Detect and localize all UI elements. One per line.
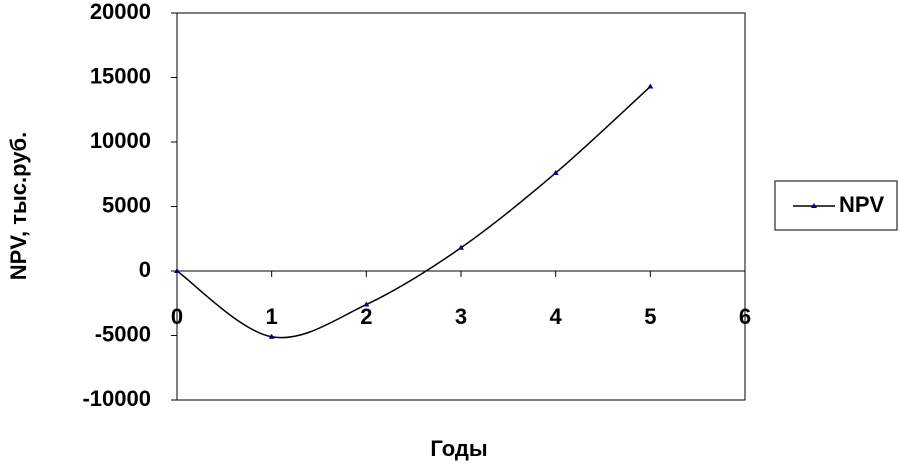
marker — [552, 169, 559, 175]
marker — [458, 244, 464, 250]
y-tick-label: -5000 — [95, 321, 151, 346]
marker — [174, 268, 180, 273]
x-tick-label: 4 — [550, 304, 563, 329]
marker — [647, 83, 654, 89]
legend-marker — [811, 203, 817, 208]
x-tick-label: 6 — [739, 304, 751, 329]
x-axis-label: Годы — [430, 436, 487, 461]
x-tick-label: 2 — [360, 304, 372, 329]
y-tick-label: 5000 — [102, 192, 151, 217]
marker — [363, 301, 370, 307]
x-tick-label: 1 — [266, 304, 278, 329]
plot-frame — [176, 12, 746, 401]
x-tick-label: 5 — [644, 304, 656, 329]
y-tick-label: 0 — [139, 257, 151, 282]
y-tick-label: -10000 — [82, 386, 151, 411]
y-tick-label: 15000 — [90, 63, 151, 88]
y-axis-label: NPV, тыс.руб. — [6, 132, 31, 280]
legend-label: NPV — [839, 192, 885, 217]
x-tick-label: 3 — [455, 304, 467, 329]
y-tick-label: 10000 — [90, 128, 151, 153]
marker — [268, 333, 275, 339]
x-tick-label: 0 — [171, 304, 183, 329]
series-line — [176, 85, 651, 339]
y-tick-label: 20000 — [90, 0, 151, 24]
